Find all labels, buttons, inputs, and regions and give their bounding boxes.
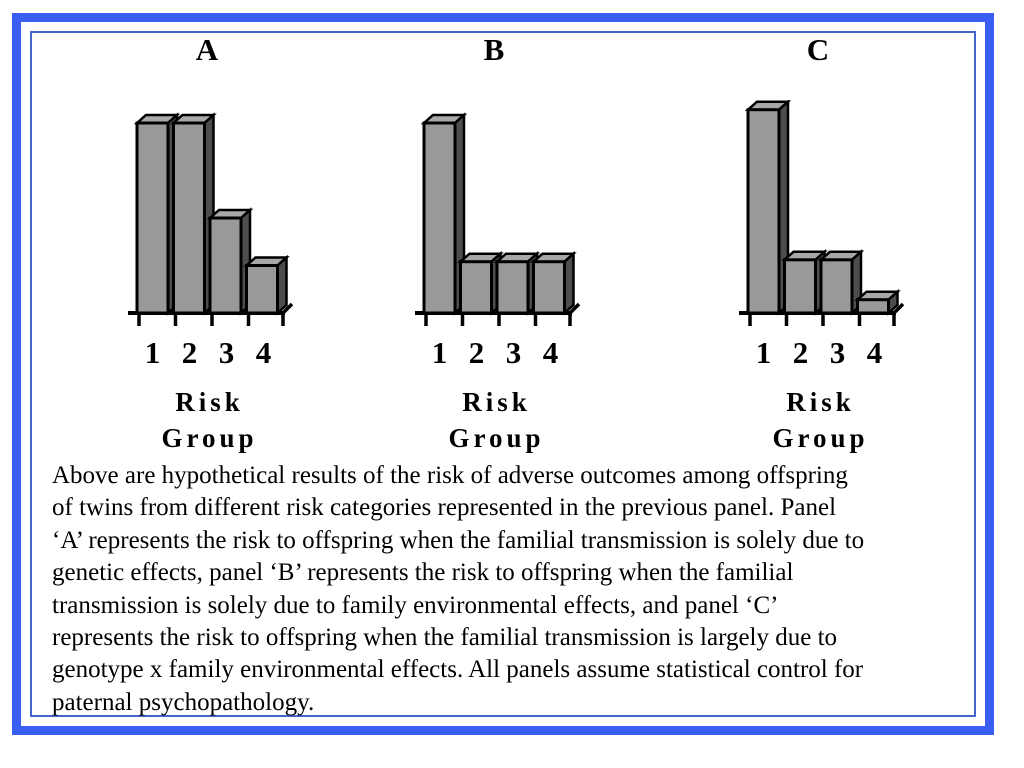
bar-front-face	[783, 258, 817, 315]
bar-group-1	[744, 100, 792, 316]
bar-chart-c	[739, 100, 905, 326]
chart-panel-a: A 1 2 3 4 Risk Group	[120, 30, 295, 456]
x-axis-label-line2: Group	[448, 423, 545, 453]
caption-line: Above are hypothetical results of the ri…	[52, 462, 848, 489]
bar-group-2	[781, 249, 828, 316]
caption-line: paternal psychopathology.	[52, 688, 315, 716]
category-label: 1	[144, 335, 161, 370]
bar-front-face	[422, 121, 457, 315]
panel-title-c: C	[806, 32, 831, 67]
category-label: 1	[755, 335, 772, 370]
x-axis-label-line2: Group	[161, 423, 258, 453]
bar-group-1	[420, 112, 468, 316]
x-axis-label-line1: Risk	[175, 387, 244, 417]
axis-depth-edge	[568, 302, 581, 315]
caption-line: transmission is solely due to family env…	[52, 591, 779, 619]
axis-depth-edge	[892, 302, 905, 315]
x-axis-label-line1: Risk	[786, 387, 855, 417]
bar-group-4	[243, 254, 290, 316]
chart-panel-b: B 1 2 3 4 Risk Group	[407, 30, 582, 456]
bar-group-2	[170, 112, 217, 316]
caption-line: represents the risk to offspring when th…	[52, 624, 838, 652]
category-label: 2	[181, 335, 198, 370]
x-axis-label-line2: Group	[772, 423, 869, 453]
slide-border-outer	[12, 13, 994, 735]
caption-line: of twins from different risk categories …	[52, 494, 837, 522]
x-axis-label-line1: Risk	[462, 387, 531, 417]
category-label: 2	[792, 335, 809, 370]
category-label: 4	[255, 335, 272, 370]
bar-group-3	[817, 249, 865, 316]
bar-front-face	[856, 298, 890, 315]
caption-text: Above are hypothetical results of the ri…	[52, 460, 977, 719]
caption-line: genetic effects, panel ‘B’ represents th…	[52, 559, 794, 587]
category-label: 3	[829, 335, 846, 370]
category-label: 3	[505, 335, 522, 370]
bar-front-face	[746, 108, 781, 315]
panel-title-b: B	[483, 32, 506, 67]
bar-chart-b	[415, 112, 581, 326]
bar-chart-a	[128, 112, 294, 326]
bar-front-face	[495, 260, 530, 315]
caption-line: ‘A’ represents the risk to offspring whe…	[52, 526, 865, 554]
bar-group-1	[133, 112, 181, 316]
axis-depth-edge	[281, 302, 294, 315]
bar-front-face	[135, 121, 170, 315]
bar-group-3	[206, 207, 254, 316]
bar-front-face	[172, 121, 206, 315]
category-label: 1	[431, 335, 448, 370]
category-label: 4	[866, 335, 883, 370]
bar-front-face	[208, 216, 243, 315]
bar-front-face	[819, 258, 854, 315]
category-label: 4	[542, 335, 559, 370]
bar-group-4	[530, 250, 577, 316]
category-label: 2	[468, 335, 485, 370]
bar-front-face	[459, 260, 493, 315]
chart-panel-c: C 1 2 3 4 Risk Group	[731, 30, 906, 456]
bar-group-4	[854, 288, 901, 316]
caption-line: genotype x family environmental effects.…	[52, 656, 864, 684]
panel-title-a: A	[195, 32, 220, 67]
category-label: 3	[218, 335, 235, 370]
bar-front-face	[532, 260, 566, 315]
bar-front-face	[245, 264, 279, 315]
